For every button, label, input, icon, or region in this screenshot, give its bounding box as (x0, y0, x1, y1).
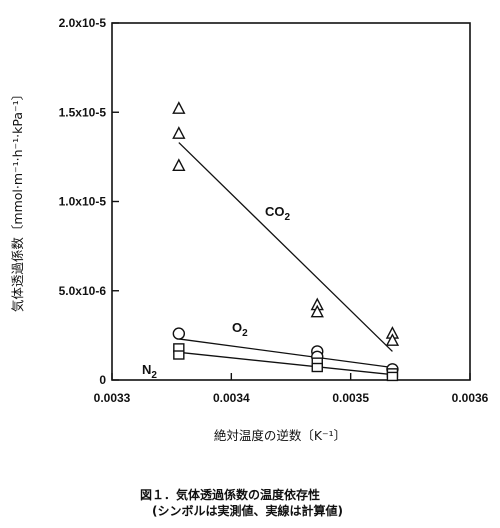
data-point-co2 (172, 101, 186, 114)
data-point-co2 (385, 333, 400, 346)
fit-line-o2 (178, 338, 393, 369)
data-point-n2 (386, 371, 399, 382)
figure-caption-note: (シンボルは実測値、実線は計算値) (152, 504, 343, 518)
y-tick-label: 2.0x10-5 (59, 16, 107, 30)
data-point-co2 (172, 158, 186, 172)
data-point-n2 (311, 362, 323, 373)
y-tick-label: 0 (99, 373, 106, 387)
data-point-o2 (172, 327, 186, 340)
fit-lines (178, 142, 393, 376)
fit-line-co2 (178, 142, 393, 352)
x-tick-label: 0.0034 (213, 391, 250, 405)
y-axis-ticks: 0 5.0x10-6 1.0x10-5 1.5x10-5 2.0x10-5 (59, 16, 119, 387)
x-axis-ticks: 0.0033 0.0034 0.0035 0.0036 (94, 373, 489, 405)
x-tick-label: 0.0033 (94, 391, 131, 405)
y-tick-label: 1.0x10-5 (59, 195, 107, 209)
data-point-co2 (172, 126, 186, 139)
series-label-n2: N2 (142, 362, 157, 381)
y-tick-label: 1.5x10-5 (59, 105, 107, 119)
series-label-o2: O2 (232, 320, 248, 339)
data-point-co2 (310, 304, 324, 318)
x-tick-label: 0.0036 (452, 391, 489, 405)
y-tick-label: 5.0x10-6 (59, 284, 107, 298)
chart: 0.0033 0.0034 0.0035 0.0036 0 5.0x10-6 1.0x10… (10, 16, 489, 443)
plot-border (111, 22, 471, 381)
x-tick-label: 0.0035 (332, 391, 369, 405)
data-point-n2 (173, 350, 185, 360)
figure-caption-title: 図１．気体透過係数の温度依存性 (140, 488, 321, 502)
fit-line-n2 (178, 351, 393, 376)
series-labels: CO2 O2 N2 (142, 204, 291, 381)
plot-area (111, 22, 471, 381)
data-markers (172, 101, 400, 382)
series-label-co2: CO2 (265, 204, 291, 223)
y-axis-title: 気体透過係数〔mmol·m⁻¹·h⁻¹·kPa⁻¹〕 (10, 88, 25, 312)
x-axis-title: 絶対温度の逆数〔K⁻¹〕 (214, 428, 346, 443)
